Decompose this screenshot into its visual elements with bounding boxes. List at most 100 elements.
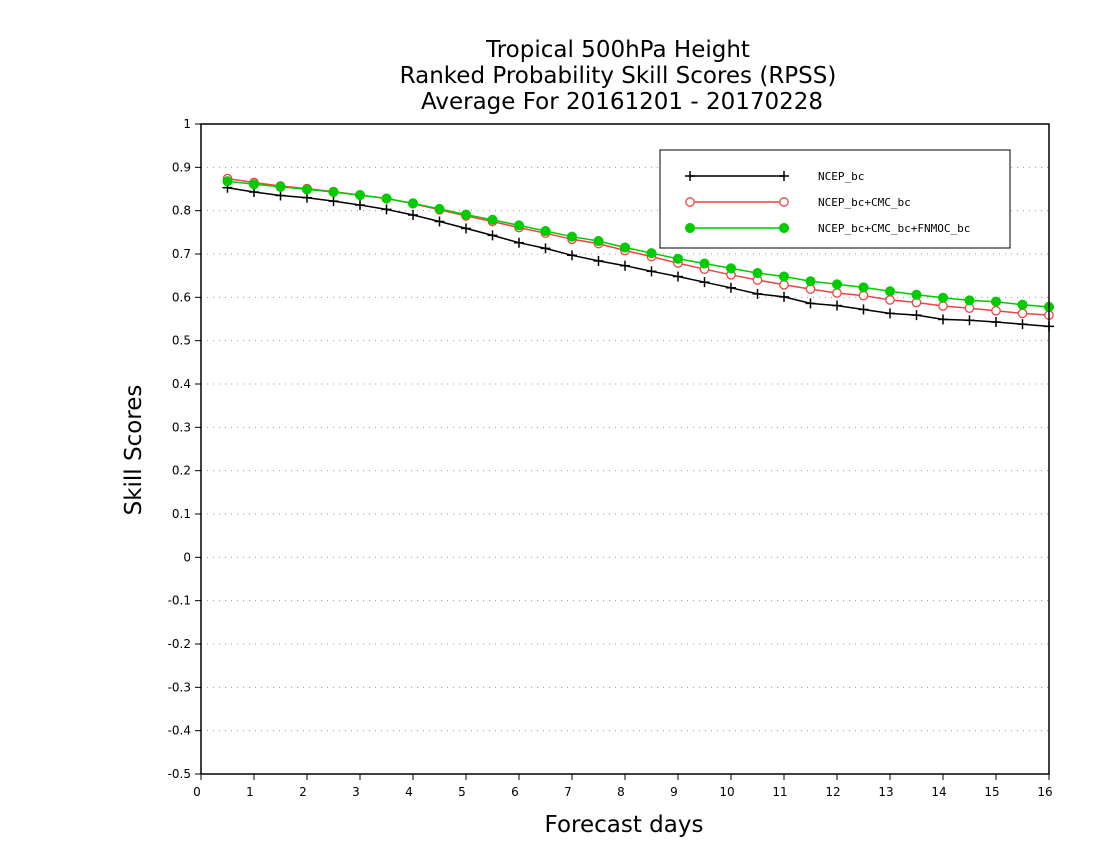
legend-marker-start-1 — [685, 197, 695, 207]
series-2-point-27 — [937, 292, 949, 303]
series-0-point-29 — [991, 317, 1001, 328]
series-1-point-29 — [991, 305, 1001, 316]
series-0-point-6 — [381, 204, 392, 215]
series-2-point-9 — [460, 209, 472, 220]
series-2-point-2 — [275, 181, 286, 192]
legend-marker-end-2 — [778, 222, 790, 234]
y-tick-label-11: 0.6 — [172, 290, 191, 304]
legend-box — [659, 149, 1011, 249]
series-2-point-16 — [646, 248, 657, 259]
series-2-point-6 — [381, 193, 392, 204]
series-1-point-24 — [858, 290, 869, 301]
x-tick-label-3: 3 — [352, 785, 360, 799]
x-tick-label-13: 13 — [878, 785, 893, 799]
series-2-point-20 — [752, 268, 763, 279]
series-2-point-15 — [619, 242, 631, 253]
series-0-point-15 — [620, 260, 630, 271]
series-2-point-3 — [301, 184, 313, 195]
series-2-point-5 — [354, 190, 366, 201]
series-2-point-1 — [248, 179, 260, 190]
series-2-point-28 — [964, 295, 975, 306]
y-tick-label-13: 0.8 — [172, 204, 191, 218]
legend-marker-end-0 — [779, 171, 789, 181]
x-tick-label-0: 0 — [193, 785, 201, 799]
series-1-point-30 — [1017, 308, 1028, 319]
x-tick-label-12: 12 — [825, 785, 840, 799]
legend-label-0: NCEP_bc — [818, 170, 864, 183]
series-2-point-22 — [805, 276, 816, 287]
series-0-point-26 — [911, 310, 922, 321]
series-2-point-8 — [434, 203, 445, 214]
series-2-point-24 — [858, 282, 869, 293]
series-2-point-30 — [1017, 299, 1028, 310]
series-0-point-30 — [1017, 319, 1028, 330]
x-tick-label-7: 7 — [564, 785, 572, 799]
series-0-point-27 — [938, 314, 948, 325]
series-2-point-13 — [566, 231, 578, 242]
series-2-point-23 — [831, 279, 843, 290]
series-2-point-0 — [222, 176, 233, 187]
series-0-point-17 — [673, 271, 683, 282]
series-0-point-9 — [461, 223, 471, 234]
x-tick-label-8: 8 — [617, 785, 625, 799]
y-tick-label-2: -0.3 — [168, 680, 191, 694]
legend-label-2: NCEP_bc+CMC_bc+FNMOC_bc — [818, 222, 970, 235]
legend-marker-end-1 — [779, 197, 789, 207]
series-2-point-26 — [911, 289, 922, 300]
series-2-point-19 — [725, 263, 737, 274]
series-2-point-4 — [328, 186, 339, 198]
x-axis-ticks: 0 1 2 3 4 5 6 7 8 9 10 11 12 13 14 15 16 — [193, 774, 1053, 799]
series-0 — [222, 182, 1054, 332]
y-tick-label-5: 0 — [183, 550, 191, 564]
series-0-point-7 — [408, 210, 418, 220]
y-tick-label-1: -0.4 — [168, 724, 191, 738]
y-axis-ticks: -0.5 -0.4 -0.3 -0.2 -0.1 0 0.1 0.2 0.3 0.4 0.5 0.6 0… — [168, 117, 201, 781]
series-1-point-23 — [832, 288, 842, 298]
series-2-point-14 — [593, 235, 604, 247]
chart-title: Tropical 500hPa Height Ranked Probabilit… — [400, 37, 837, 115]
series-0-point-8 — [434, 216, 445, 227]
series-0-point-25 — [885, 308, 895, 319]
y-tick-label-6: 0.1 — [172, 507, 191, 521]
x-tick-label-5: 5 — [458, 785, 466, 799]
x-tick-label-9: 9 — [670, 785, 678, 799]
title-line-3: Average For 20161201 - 20170228 — [421, 89, 823, 115]
series-0-point-14 — [593, 255, 604, 266]
series-2-point-29 — [990, 296, 1002, 307]
series-1-point-27 — [938, 301, 948, 311]
x-tick-label-11: 11 — [772, 785, 787, 799]
x-tick-label-4: 4 — [405, 785, 413, 799]
series-2-point-12 — [540, 225, 551, 237]
series-0-point-18 — [699, 277, 710, 288]
x-tick-label-16: 16 — [1037, 785, 1052, 799]
series-0-point-21 — [779, 291, 789, 302]
series-1-point-25 — [885, 295, 895, 305]
x-tick-label-6: 6 — [511, 785, 519, 799]
title-line-2: Ranked Probability Skill Scores (RPSS) — [400, 63, 837, 89]
legend: NCEP_bc NCEP_bc+CMC_bc NCEP_bc+CMC_bc+FNMO… — [659, 149, 1011, 249]
y-tick-label-3: -0.2 — [168, 637, 191, 651]
series-2-point-11 — [513, 220, 525, 231]
x-tick-label-2: 2 — [299, 785, 307, 799]
series-0-point-10 — [487, 230, 498, 241]
series-lines — [222, 173, 1055, 332]
title-line-1: Tropical 500hPa Height — [485, 37, 750, 63]
series-0-point-23 — [832, 300, 842, 311]
series-1-point-21 — [779, 279, 789, 290]
series-0-point-28 — [964, 315, 975, 326]
y-tick-label-7: 0.2 — [172, 464, 191, 478]
series-0-point-19 — [726, 282, 736, 293]
series-0-point-12 — [540, 243, 551, 254]
y-tick-label-9: 0.4 — [172, 377, 191, 391]
legend-marker-start-2 — [684, 222, 696, 234]
x-tick-label-1: 1 — [246, 785, 254, 799]
y-axis-title: Skill Scores — [121, 385, 147, 516]
legend-label-1: NCEP_bc+CMC_bc — [818, 196, 911, 209]
series-0-point-11 — [514, 237, 524, 248]
y-tick-label-10: 0.5 — [172, 334, 191, 348]
series-2-point-25 — [884, 286, 896, 297]
series-0-point-24 — [858, 304, 869, 315]
x-tick-label-10: 10 — [719, 785, 734, 799]
legend-marker-start-0 — [685, 171, 695, 181]
